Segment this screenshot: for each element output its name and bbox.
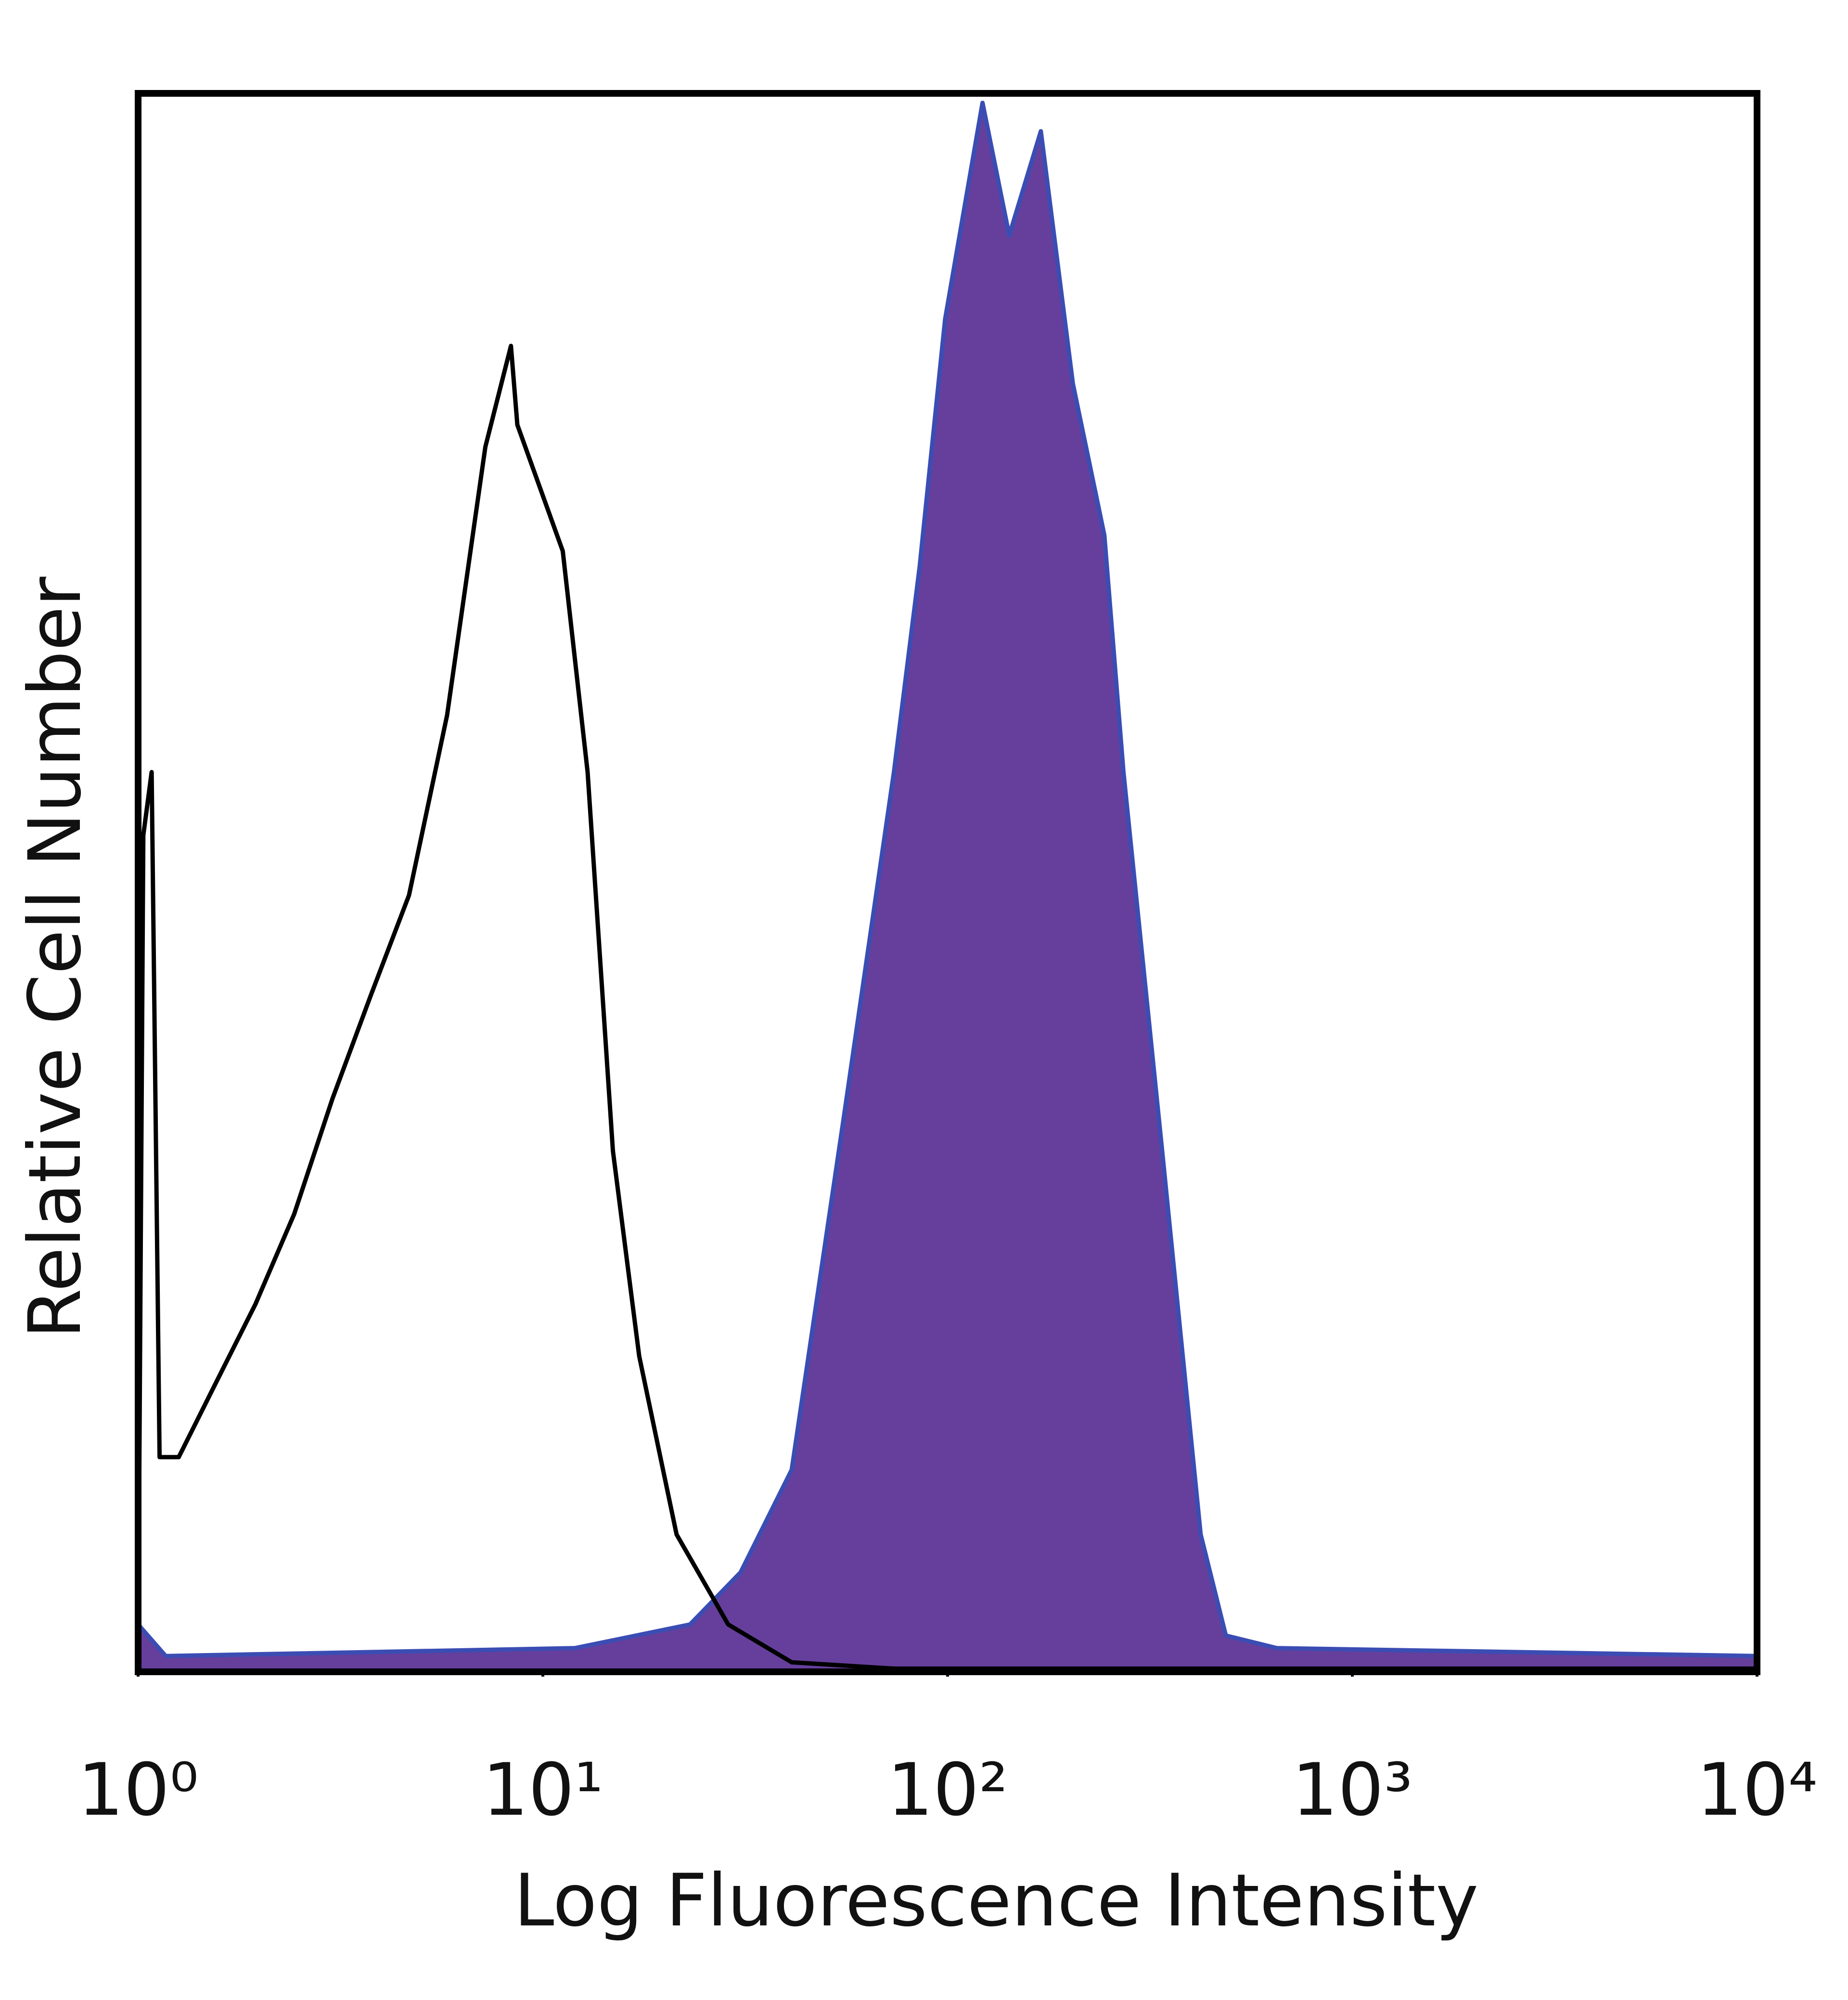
x-tick-label: 10¹	[482, 1748, 603, 1832]
x-tick-label: 10²	[887, 1748, 1008, 1832]
x-axis-title: Log Fluorescence Intensity	[514, 1859, 1478, 1943]
y-axis-title: Relative Cell Number	[13, 577, 97, 1339]
series-line	[136, 101, 1758, 1658]
x-tick-label: 10³	[1292, 1748, 1412, 1832]
x-tick-label: 10⁴	[1696, 1748, 1817, 1832]
series-line	[136, 344, 1757, 1671]
x-tick-label: 10⁰	[77, 1748, 198, 1832]
area-fill	[138, 103, 1757, 1672]
